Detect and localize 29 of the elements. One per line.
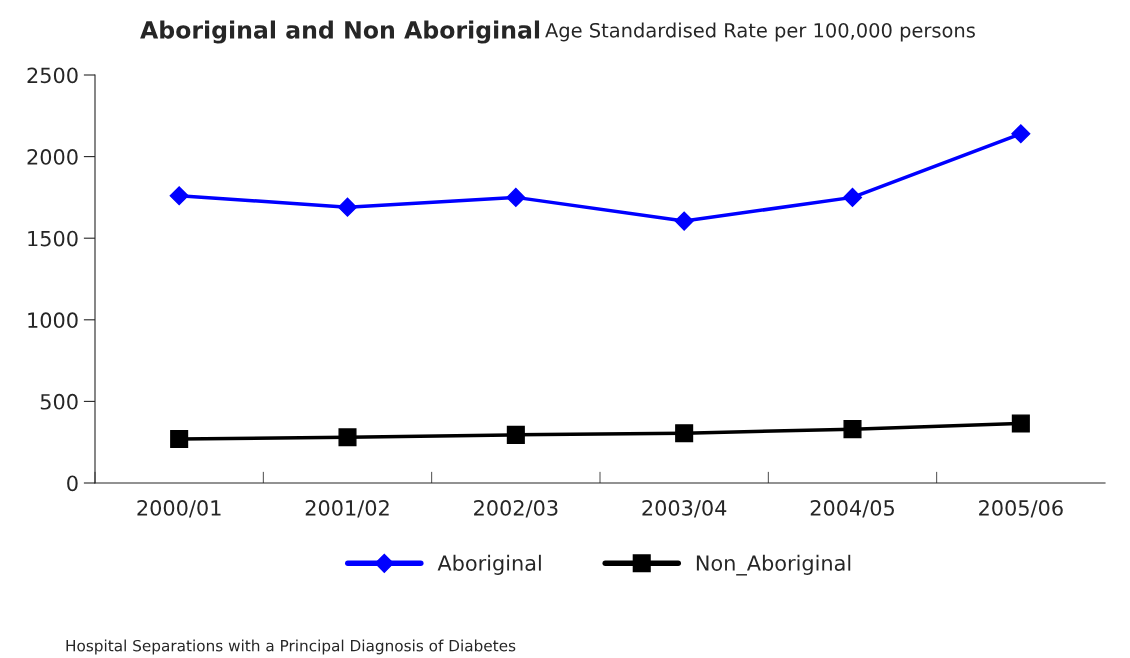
chart-title: Aboriginal and Non Aboriginal — [140, 20, 540, 44]
x-tick-label: 2002/03 — [474, 500, 558, 518]
point — [337, 197, 358, 217]
y-tick-label: 0 — [67, 475, 78, 492]
point — [506, 425, 525, 444]
point — [674, 211, 694, 231]
point — [170, 429, 189, 448]
x-tick-label: 2004/05 — [810, 500, 894, 518]
y-tick-label: 1000 — [28, 312, 78, 329]
point — [843, 420, 862, 439]
point — [842, 187, 863, 207]
text: Hospital Separations with a Principal Diagnosis of Diabetes — [66, 639, 516, 655]
y-tick-label: 2000 — [27, 149, 78, 165]
point — [506, 187, 526, 207]
point — [1011, 414, 1030, 433]
legend-label: Non_Aboriginal — [696, 554, 851, 576]
legend-label: Aboriginal — [437, 554, 541, 575]
point — [675, 424, 694, 443]
y-tick-label: 1500 — [28, 230, 78, 247]
x-tick-label: 2003/04 — [642, 500, 727, 518]
x-tick-label: 2001/02 — [305, 500, 389, 518]
x-tick-label: 2005/06 — [979, 500, 1063, 518]
y-tick-label: 2500 — [27, 67, 78, 84]
point — [338, 428, 357, 447]
point — [1011, 124, 1031, 144]
point — [169, 186, 189, 206]
y-tick-label: 500 — [40, 393, 78, 410]
chart-subtitle: Age Standardised Rate per 100,000 persons — [545, 22, 975, 42]
x-tick-label: 2000/01 — [137, 500, 221, 518]
